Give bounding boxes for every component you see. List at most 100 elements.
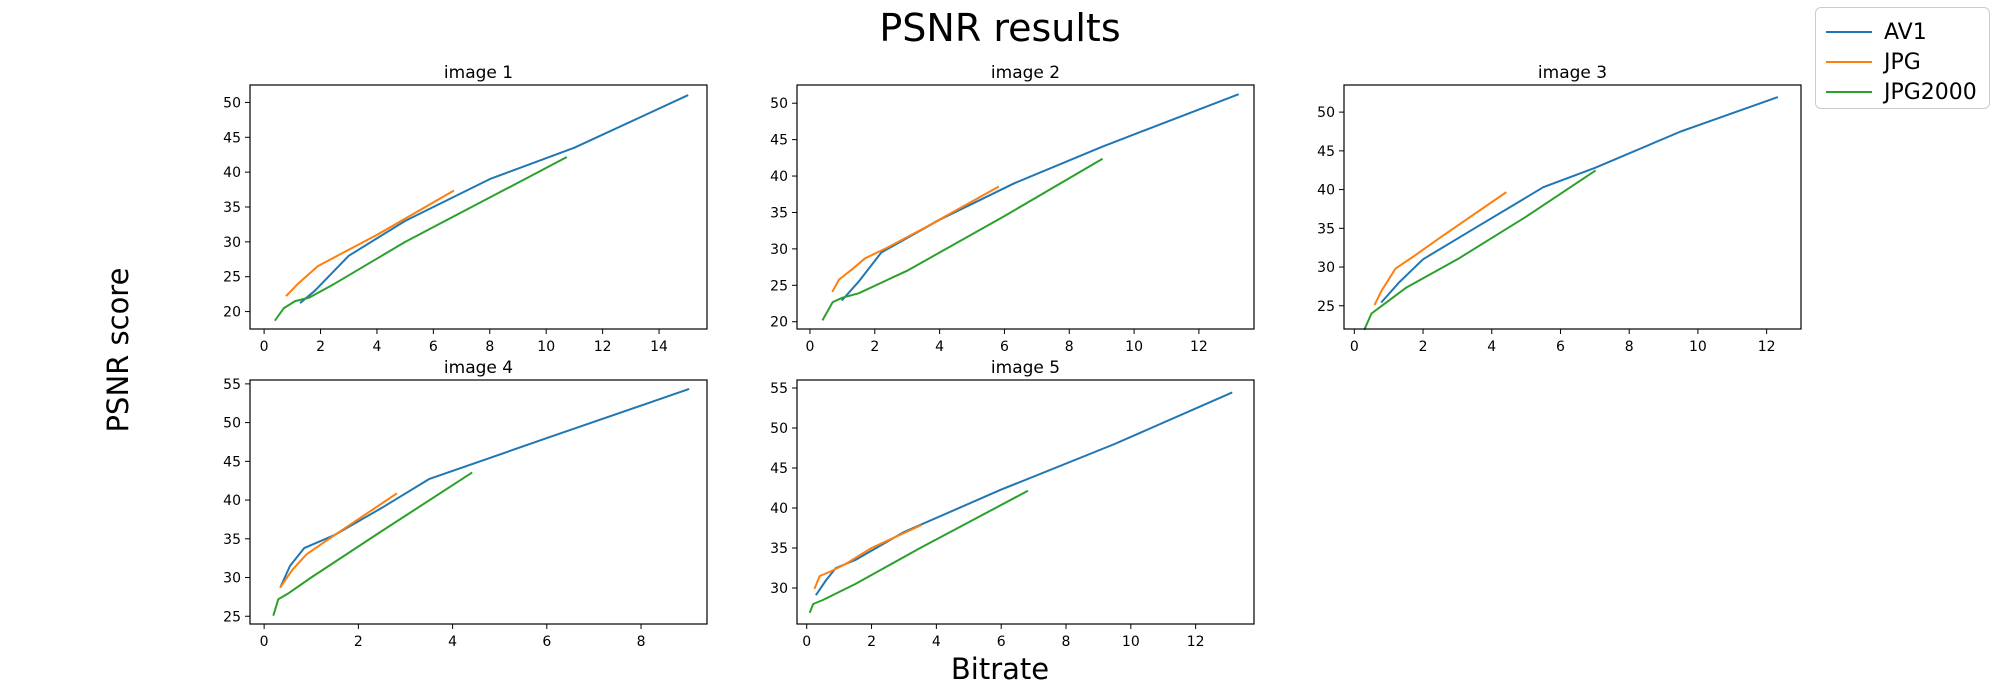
- plot2-ytick-label: 30: [770, 242, 788, 258]
- plot1-xtick-label: 10: [537, 339, 555, 355]
- plot3-series-jpg: [1373, 191, 1507, 306]
- plot1-title: image 1: [444, 63, 513, 83]
- plot5-xtick-label: 10: [1122, 634, 1140, 650]
- plot2-ytick-label: 25: [770, 278, 788, 294]
- plot4-ytick-label: 40: [223, 493, 241, 509]
- plot1-xtick-label: 12: [594, 339, 612, 355]
- plot1-xtick-label: 4: [372, 339, 381, 355]
- plot4-xtick-label: 6: [542, 634, 551, 650]
- plot4-title: image 4: [444, 358, 513, 378]
- legend-swatch-jpg: [1826, 61, 1872, 63]
- plot4-xtick-label: 4: [448, 634, 457, 650]
- plot2-xtick-label: 2: [870, 339, 879, 355]
- plot5-ytick-label: 45: [770, 461, 788, 477]
- legend-swatch-av1: [1826, 31, 1872, 33]
- plot5-series-av1: [815, 391, 1233, 596]
- plot2-xtick-label: 12: [1190, 339, 1208, 355]
- plot4-series-av1: [279, 388, 690, 589]
- plot4-ytick-label: 30: [223, 571, 241, 587]
- plot3-xtick-label: 10: [1689, 339, 1707, 355]
- plot3-ytick-label: 35: [1317, 221, 1335, 237]
- legend-swatch-jpg2000: [1826, 91, 1872, 93]
- figure-x-axis-label: Bitrate: [950, 652, 1050, 686]
- plot1-xtick-label: 6: [429, 339, 438, 355]
- plot2-xtick-label: 4: [935, 339, 944, 355]
- plot3-series-av1: [1380, 96, 1779, 304]
- plot3-ytick-label: 25: [1317, 299, 1335, 315]
- plot5-xtick-label: 4: [932, 634, 941, 650]
- plot3-ytick-label: 45: [1317, 144, 1335, 160]
- plot3-ytick-label: 30: [1317, 260, 1335, 276]
- plot3-xtick-label: 12: [1758, 339, 1776, 355]
- plot5-xtick-label: 0: [802, 634, 811, 650]
- plot1-xtick-label: 8: [485, 339, 494, 355]
- plot3-title: image 3: [1538, 63, 1607, 83]
- plot4-ytick-label: 45: [223, 454, 241, 470]
- plot5-series-jpg2000: [808, 489, 1029, 614]
- plot2-ytick-label: 35: [770, 205, 788, 221]
- plot3-ytick-label: 40: [1317, 183, 1335, 199]
- plot4-series-jpg2000: [272, 471, 473, 616]
- legend-entry-av1: AV1: [1826, 18, 1927, 46]
- plot2-series-av1: [840, 93, 1240, 302]
- legend: AV1 JPG JPG2000: [1815, 7, 1990, 109]
- plot2-xtick-label: 0: [806, 339, 815, 355]
- plot5-xtick-label: 8: [1062, 634, 1071, 650]
- plot1-ytick-label: 35: [223, 200, 241, 216]
- legend-entry-jpg: JPG: [1826, 48, 1921, 76]
- plot2-ytick-label: 50: [770, 96, 788, 112]
- plot5-ytick-label: 55: [770, 381, 788, 397]
- plot1-series-jpg2000: [274, 156, 568, 322]
- plot2-xtick-label: 8: [1065, 339, 1074, 355]
- plot5-axes-frame: [796, 379, 1255, 625]
- plot1-xtick-label: 2: [316, 339, 325, 355]
- plot3-ytick-label: 50: [1317, 105, 1335, 121]
- plot3-xtick-label: 2: [1419, 339, 1428, 355]
- plot3-xtick-label: 0: [1350, 339, 1359, 355]
- plot1-ytick-label: 25: [223, 270, 241, 286]
- plot2-xtick-label: 6: [1000, 339, 1009, 355]
- plot5-xtick-label: 6: [997, 634, 1006, 650]
- plot1-xtick-label: 0: [260, 339, 269, 355]
- plot3-axes-frame: [1343, 84, 1802, 330]
- plot1-ytick-label: 20: [223, 305, 241, 321]
- plot1-ytick-label: 40: [223, 165, 241, 181]
- plot2-ytick-label: 45: [770, 133, 788, 149]
- plot2-title: image 2: [991, 63, 1060, 83]
- plot2-series-jpg2000: [821, 157, 1104, 321]
- plot4-xtick-label: 8: [637, 634, 646, 650]
- plot5-ytick-label: 50: [770, 421, 788, 437]
- plot1-ytick-label: 45: [223, 130, 241, 146]
- plot2-xtick-label: 10: [1125, 339, 1143, 355]
- plot2-series-jpg: [831, 185, 1000, 293]
- plot5-series-jpg: [813, 524, 922, 590]
- plot5-title: image 5: [991, 358, 1060, 378]
- plot2-ytick-label: 20: [770, 315, 788, 331]
- plot4-axes-frame: [249, 379, 708, 625]
- plot3-xtick-label: 6: [1556, 339, 1565, 355]
- plot3-xtick-label: 4: [1487, 339, 1496, 355]
- plot5-xtick-label: 2: [867, 634, 876, 650]
- plot4-ytick-label: 35: [223, 532, 241, 548]
- plot4-xtick-label: 0: [260, 634, 269, 650]
- legend-label-jpg: JPG: [1884, 49, 1921, 75]
- plot5-ytick-label: 30: [770, 581, 788, 597]
- plot1-ytick-label: 50: [223, 95, 241, 111]
- plot4-series-jpg: [279, 492, 398, 589]
- plot4-xtick-label: 2: [354, 634, 363, 650]
- legend-entry-jpg2000: JPG2000: [1826, 78, 1977, 106]
- legend-label-jpg2000: JPG2000: [1884, 79, 1977, 105]
- plot1-xtick-label: 14: [650, 339, 668, 355]
- legend-label-av1: AV1: [1884, 19, 1927, 45]
- plot3-series-jpg2000: [1363, 169, 1597, 331]
- plot5-ytick-label: 35: [770, 541, 788, 557]
- plot4-ytick-label: 50: [223, 416, 241, 432]
- plot4-ytick-label: 55: [223, 377, 241, 393]
- plot5-ytick-label: 40: [770, 501, 788, 517]
- plot5-xtick-label: 12: [1187, 634, 1205, 650]
- plot1-series-jpg: [285, 189, 455, 297]
- plot1-ytick-label: 30: [223, 235, 241, 251]
- plot2-ytick-label: 40: [770, 169, 788, 185]
- plot4-ytick-label: 25: [223, 609, 241, 625]
